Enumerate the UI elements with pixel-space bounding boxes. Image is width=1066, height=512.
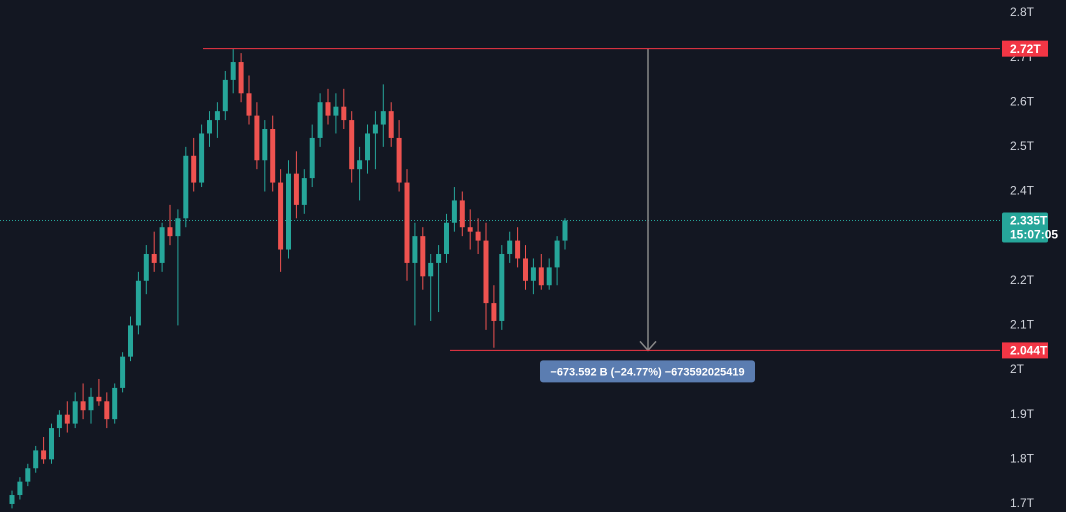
candle-body xyxy=(562,220,568,241)
candle-body xyxy=(523,258,528,281)
candle-body xyxy=(112,387,118,420)
candle-body xyxy=(262,129,268,161)
candle-body xyxy=(214,111,220,121)
candle-body xyxy=(372,124,378,134)
y-tick-label: 2.5T xyxy=(1010,139,1035,153)
candle-body xyxy=(104,401,110,420)
candle-body xyxy=(238,62,244,94)
candle-body xyxy=(396,137,402,183)
candle-body xyxy=(341,106,347,121)
y-tick-label: 2.8T xyxy=(1010,5,1035,19)
candle-body xyxy=(230,62,236,80)
candle-body xyxy=(33,450,39,469)
candle-body xyxy=(135,280,141,326)
candle-body xyxy=(56,414,62,429)
candle-body xyxy=(538,267,544,286)
measure-label: −673.592 B (−24.77%) −673592025419 xyxy=(550,366,744,378)
candle-body xyxy=(41,450,47,460)
price-tag-bg xyxy=(1002,342,1048,359)
candle-body xyxy=(191,155,197,183)
candle-body xyxy=(404,182,410,263)
candle-body xyxy=(293,173,299,205)
y-tick-label: 2.4T xyxy=(1010,184,1035,198)
candle-body xyxy=(317,102,323,138)
candle-body xyxy=(167,227,173,237)
candle-body xyxy=(554,240,560,268)
candle-body xyxy=(64,414,70,424)
candle-body xyxy=(412,236,418,263)
candle-body xyxy=(25,468,31,482)
candle-body xyxy=(128,325,133,357)
candle-body xyxy=(270,129,276,183)
candle-body xyxy=(72,401,78,424)
candle-body xyxy=(451,200,457,223)
candle-body xyxy=(80,401,86,411)
measure-bg xyxy=(540,360,755,383)
candle-body xyxy=(444,222,449,254)
last-price-bg xyxy=(1002,212,1048,243)
y-tick-label: 2.2T xyxy=(1010,273,1035,287)
candle-body xyxy=(286,173,291,250)
candle-body xyxy=(96,396,102,402)
candle-body xyxy=(420,236,426,277)
candle-body xyxy=(365,133,370,161)
countdown-label: 15:07:05 xyxy=(1010,228,1058,242)
candle-body xyxy=(515,240,521,259)
candle-body xyxy=(254,115,260,161)
y-tick-label: 1.9T xyxy=(1010,407,1035,421)
candle-body xyxy=(546,267,552,286)
candle-body xyxy=(483,240,489,304)
candle-body xyxy=(17,481,23,496)
candle-body xyxy=(207,120,212,134)
candle-body xyxy=(436,253,442,263)
candle-body xyxy=(309,137,315,179)
candle-body xyxy=(199,133,205,183)
y-tick-label: 1.7T xyxy=(1010,496,1035,510)
candle-body xyxy=(459,200,465,228)
measure-box: −673.592 B (−24.77%) −673592025419 xyxy=(540,360,755,383)
candle-body xyxy=(278,182,284,250)
candle-body xyxy=(49,428,54,460)
price-tag: 2.72T xyxy=(1002,40,1048,57)
candle-body xyxy=(380,111,386,125)
candle-body xyxy=(183,155,189,219)
candle-body xyxy=(151,253,157,263)
candle-body xyxy=(159,227,165,263)
candle-body xyxy=(246,93,252,116)
candle-body xyxy=(507,240,513,254)
price-tag: 2.044T xyxy=(1002,342,1048,359)
candle-body xyxy=(301,178,307,205)
candle-body xyxy=(357,160,363,170)
candle-body xyxy=(388,111,394,138)
candle-body xyxy=(222,79,228,112)
price-tag-label: 2.72T xyxy=(1010,42,1041,56)
price-tag-label: 2.044T xyxy=(1010,344,1048,358)
last-price-label: 2.335T xyxy=(1010,214,1048,228)
candle-body xyxy=(175,218,181,237)
price-tag-bg xyxy=(1002,40,1048,57)
candle-body xyxy=(467,227,473,232)
candle-body xyxy=(88,396,94,411)
candle-body xyxy=(428,262,434,277)
candle-body xyxy=(349,120,355,170)
y-tick-label: 2T xyxy=(1010,362,1025,376)
candle-body xyxy=(9,495,15,504)
candle-body xyxy=(120,356,126,388)
candle-body xyxy=(530,267,536,281)
candle-body xyxy=(475,231,481,241)
y-tick-label: 2.6T xyxy=(1010,94,1035,108)
y-tick-label: 2.1T xyxy=(1010,318,1035,332)
candle-body xyxy=(499,253,505,321)
candle-body xyxy=(325,102,331,116)
candle-body xyxy=(333,106,339,116)
y-tick-label: 1.8T xyxy=(1010,451,1035,465)
candle-body xyxy=(143,253,149,281)
candle-body xyxy=(491,303,497,321)
